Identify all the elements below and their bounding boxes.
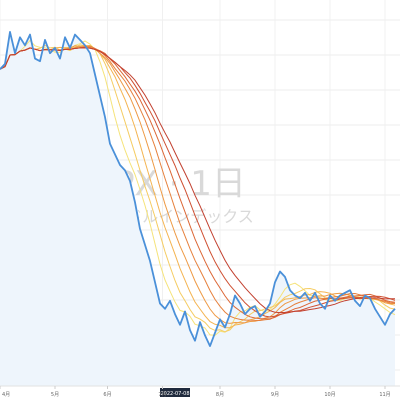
moving-average-line: [0, 47, 396, 314]
x-tick-label: 5月: [51, 392, 59, 398]
crosshair-label-background: [160, 388, 190, 397]
price-line: [0, 30, 396, 348]
x-tick-labels: 4月 5月 6月 7月 8月 9月 10月 11月: [0, 386, 391, 398]
x-tick-label: 4月: [2, 392, 10, 398]
x-tick-label: 8月: [216, 392, 224, 398]
x-tick-label: 10月: [324, 392, 335, 398]
crosshair-date-label: 2022-07-08: [160, 391, 189, 397]
x-tick-label: 11月: [379, 392, 390, 398]
watermark-subtitle: ドルインデックス: [126, 207, 254, 226]
x-tick-label: 7月: [158, 392, 166, 398]
watermark: PX · 1日 ドルインデックス: [114, 164, 254, 226]
crosshair: 2022-07-08: [160, 388, 190, 397]
price-series-line: [0, 30, 396, 348]
moving-average-line: [0, 46, 396, 329]
x-tick-label: 9月: [271, 392, 279, 398]
x-tick-label: 6月: [103, 392, 111, 398]
